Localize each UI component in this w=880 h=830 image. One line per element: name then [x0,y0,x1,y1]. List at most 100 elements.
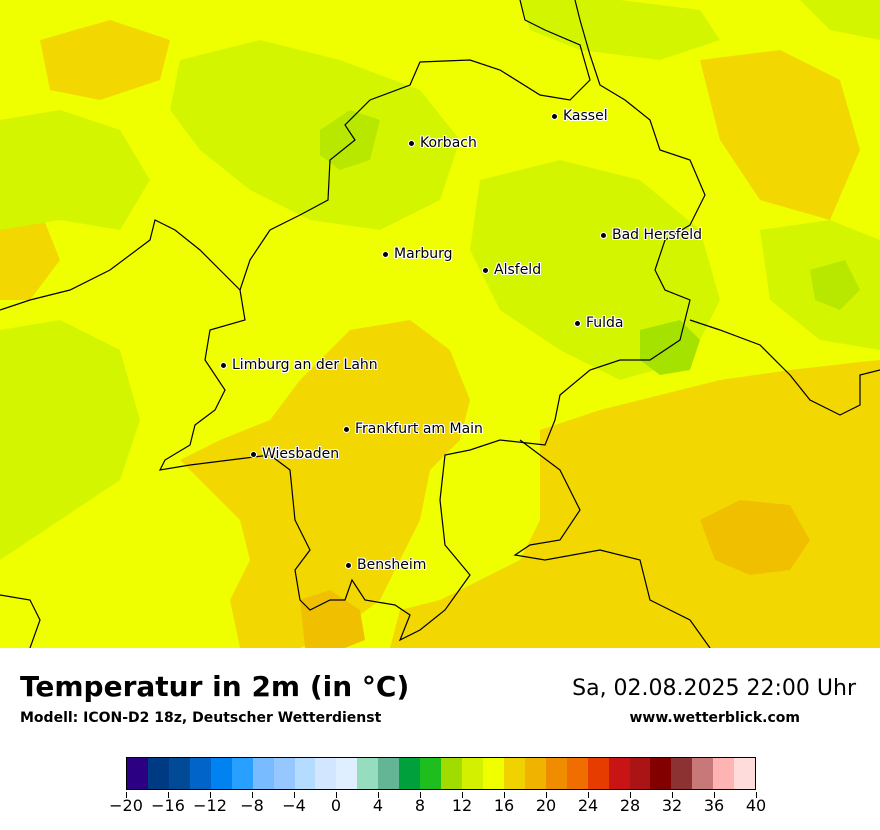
scale-tick-mark [714,792,715,798]
city-marker-alsfeld: Alsfeld [482,261,541,279]
city-label: Frankfurt am Main [355,421,483,437]
scale-tick-mark [756,792,757,798]
scale-tick-mark [504,792,505,798]
city-dot-icon [345,561,352,569]
color-scale-cell [210,758,232,789]
color-scale-cell [650,758,672,789]
map-canvas [0,0,880,648]
scale-tick-mark [546,792,547,798]
color-scale-cell [482,758,504,789]
cool-area-north [170,40,460,230]
color-scale-cell [524,758,546,789]
color-scale-cell [420,758,442,789]
cooler-area-east [810,260,860,310]
city-label: Wiesbaden [262,446,340,462]
color-scale-cell [713,758,735,789]
cool-area-top [520,0,720,60]
color-scale-cell [671,758,693,789]
color-scale-cell [503,758,525,789]
color-scale-cell [336,758,358,789]
city-label: Kassel [563,108,608,124]
city-label: Alsfeld [494,262,542,278]
color-scale-cell [692,758,714,789]
scale-tick-mark [630,792,631,798]
color-scale-cell [127,758,148,789]
scale-tick-mark [252,792,253,798]
scale-tick-mark [462,792,463,798]
scale-tick-mark [210,792,211,798]
scale-tick-label: 0 [330,796,342,815]
border-west [0,219,241,311]
color-scale-cell [566,758,588,789]
color-scale-cell [462,758,483,789]
scale-tick-label: 4 [372,796,384,815]
color-scale-cell [168,758,190,789]
city-marker-wiesbaden: Wiesbaden [250,445,339,463]
city-dot-icon [382,250,389,258]
border-southwest [0,594,41,648]
scale-tick-mark [336,792,337,798]
scale-tick-label: 12 [451,796,473,815]
color-scale-cell [608,758,630,789]
city-label: Limburg an der Lahn [232,357,378,373]
color-scale-cell [399,758,421,789]
cool-area-top-right [800,0,880,40]
model-source: Modell: ICON-D2 18z, Deutscher Wetterdie… [20,710,382,726]
color-scale-cell [189,758,211,789]
color-scale-cell [587,758,609,789]
city-label: Bad Hersfeld [612,227,703,243]
cooler-area-korbach [320,110,380,170]
color-scale-cell [231,758,253,789]
color-scale-cell [147,758,169,789]
city-marker-korbach: Korbach [408,134,477,152]
city-dot-icon [343,425,350,433]
color-scale-cell [441,758,462,789]
color-scale-cell [629,758,651,789]
color-scale-cell [545,758,567,789]
scale-tick-label: 20 [535,796,557,815]
scale-tick-label: −4 [282,796,306,815]
city-marker-kassel: Kassel [551,107,608,125]
city-marker-limburg: Limburg an der Lahn [220,356,378,374]
color-scale-cell [294,758,316,789]
scale-tick-mark [126,792,127,798]
forecast-datetime: Sa, 02.08.2025 22:00 Uhr [572,676,856,701]
scale-tick-label: 16 [493,796,515,815]
city-dot-icon [574,319,581,327]
scale-tick-label: 28 [619,796,641,815]
cooler-area-rhoen [640,320,700,375]
scale-tick-label: −16 [151,796,185,815]
city-marker-marburg: Marburg [382,245,453,263]
scale-tick-mark [672,792,673,798]
warmer-area-east [700,500,810,575]
temperature-map: Kassel Korbach Bad Hersfeld Marburg Alsf… [0,0,880,648]
color-scale-cell [273,758,295,789]
cool-area-northwest [0,110,150,230]
city-label: Marburg [394,246,453,262]
map-footer: Temperatur in 2m (in °C) Modell: ICON-D2… [0,648,880,830]
scale-tick-mark [588,792,589,798]
warm-area-rhine-main [180,320,470,648]
cool-area-west [0,320,140,560]
state-border-hesse [158,0,706,642]
color-scale-ticks: −20 −16 −12 −8 −4 0 4 8 12 16 20 24 28 32 36 40 [109,792,766,822]
city-dot-icon [250,450,257,458]
scale-tick-label: −8 [240,796,264,815]
scale-tick-label: −20 [109,796,143,815]
scale-tick-label: 36 [703,796,725,815]
scale-tick-label: 40 [745,796,767,815]
color-scale-cell [378,758,400,789]
city-dot-icon [220,361,227,369]
border-east [689,319,880,416]
city-label: Korbach [420,135,477,151]
warm-area-northeast [700,50,860,220]
color-scale-cell [315,758,337,789]
city-label: Fulda [586,315,624,331]
warm-area-southeast [390,360,880,648]
warmer-area-south [300,590,365,648]
scale-tick-mark [294,792,295,798]
border-south-extension [513,439,711,648]
cool-area-center [470,160,720,380]
warm-area-north [40,20,170,100]
color-scale-cell [252,758,274,789]
